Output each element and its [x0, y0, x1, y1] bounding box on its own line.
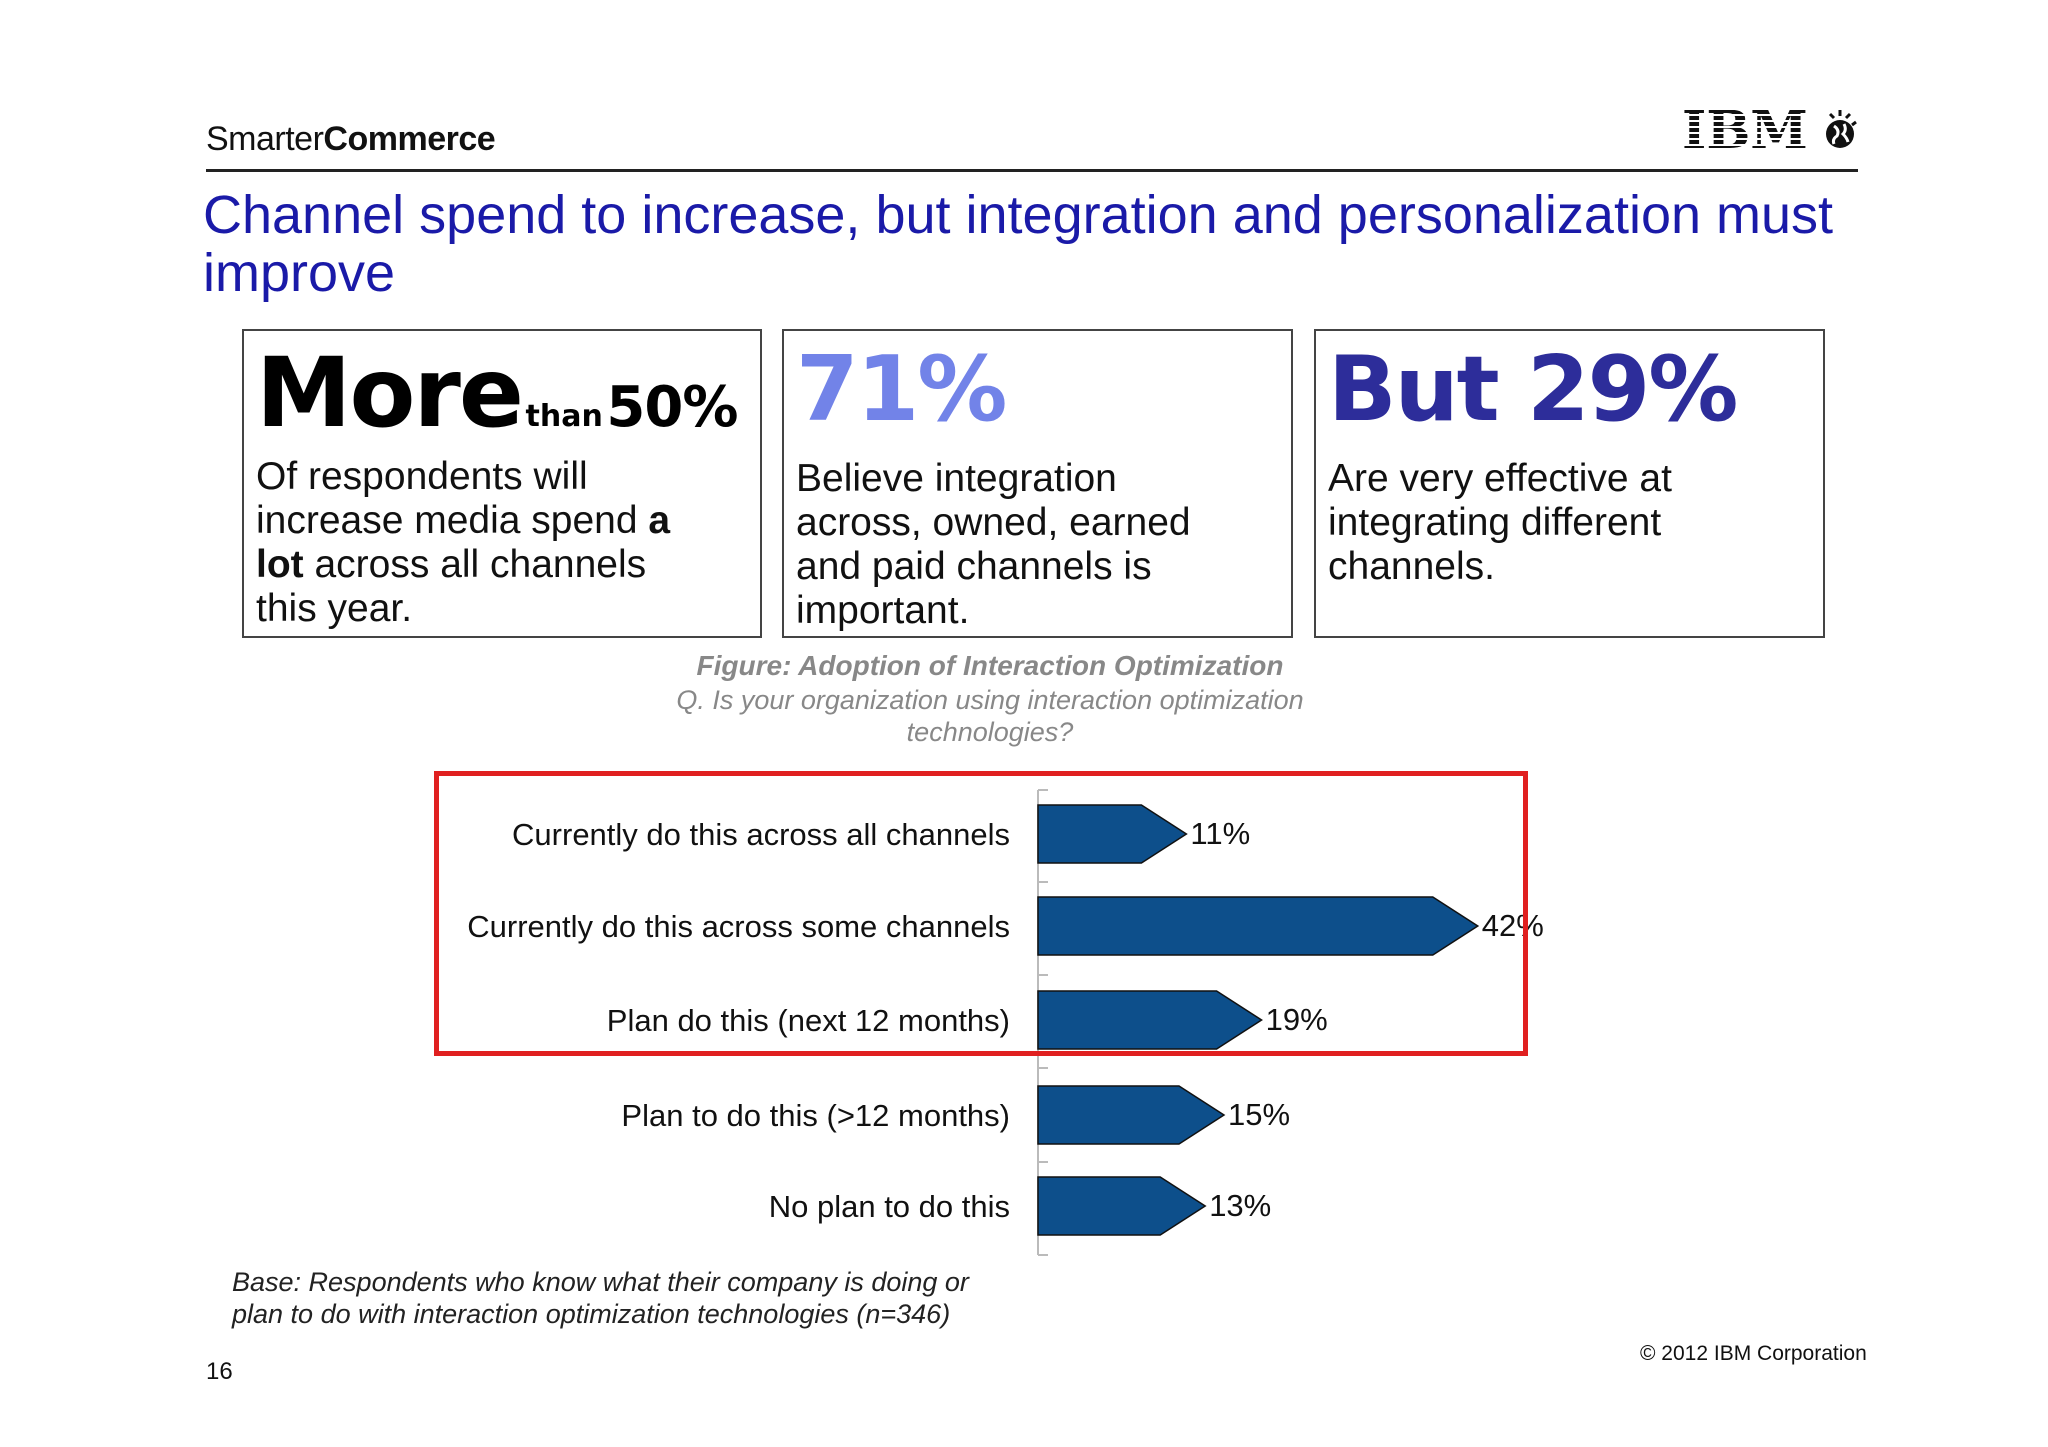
ibm-logo: IBM	[1680, 100, 1860, 161]
category-label: No plan to do this	[769, 1189, 1010, 1224]
stat-description: Are very effective at integrating differ…	[1328, 457, 1672, 589]
bar	[1037, 896, 1480, 956]
value-label: 15%	[1228, 1097, 1290, 1132]
brand-bold-text: Commerce	[323, 120, 496, 158]
stat-headline: 71%	[796, 337, 1007, 442]
bar	[1037, 804, 1188, 864]
brand-light-text: Smarter	[206, 120, 324, 158]
stat-headline-value: 50%	[606, 375, 738, 440]
stat-line-bold: a	[648, 499, 671, 542]
stat-headline: But 29%	[1328, 337, 1738, 442]
category-label: Plan to do this (>12 months)	[621, 1098, 1010, 1133]
stat-line: and paid channels is	[796, 545, 1152, 588]
value-label: 42%	[1482, 908, 1544, 943]
chart-subtitle: Q. Is your organization using interactio…	[560, 684, 1420, 748]
header-divider	[206, 169, 1858, 172]
chart-title: Figure: Adoption of Interaction Optimiza…	[696, 650, 1284, 681]
globe-icon	[1826, 110, 1857, 148]
ibm-logo-text: IBM	[1682, 104, 1808, 154]
category-label: Currently do this across some channels	[467, 909, 1010, 944]
value-label: 13%	[1209, 1188, 1271, 1223]
base-note-line: Base: Respondents who know what their co…	[232, 1267, 969, 1297]
stat-line: Are very effective at	[1328, 457, 1672, 500]
base-note: Base: Respondents who know what their co…	[232, 1266, 969, 1330]
stat-box-more-than-50: More than 50% Of respondents will increa…	[242, 329, 762, 638]
stat-headline-than: than	[525, 399, 603, 434]
chart-subtitle-line: Q. Is your organization using interactio…	[676, 685, 1304, 715]
bar	[1037, 1176, 1207, 1236]
base-note-line: plan to do with interaction optimization…	[232, 1299, 951, 1329]
stat-line: Believe integration	[796, 457, 1117, 500]
bar	[1037, 990, 1263, 1050]
stat-line: Of respondents will	[256, 455, 588, 498]
stat-description: Believe integration across, owned, earne…	[796, 457, 1191, 633]
value-label: 19%	[1266, 1002, 1328, 1037]
value-label: 11%	[1190, 816, 1250, 851]
stat-line: across, owned, earned	[796, 501, 1191, 544]
category-label: Plan do this (next 12 months)	[607, 1003, 1010, 1038]
stat-line-bold: lot	[256, 543, 304, 586]
stat-box-but-29: But 29% Are very effective at integratin…	[1314, 329, 1825, 638]
smarter-commerce-brand: SmarterCommerce	[206, 120, 496, 159]
chart-subtitle-line: technologies?	[906, 717, 1074, 747]
bar	[1037, 1085, 1226, 1145]
stat-headline: More than 50%	[256, 337, 738, 449]
stat-line: across all channels	[303, 543, 647, 586]
stat-line: important.	[796, 589, 970, 632]
category-label: Currently do this across all channels	[512, 817, 1010, 852]
stat-box-71: 71% Believe integration across, owned, e…	[782, 329, 1293, 638]
ibm-logo-icon: IBM	[1682, 100, 1857, 161]
stat-headline-more: More	[256, 337, 524, 449]
stat-line: channels.	[1328, 545, 1495, 588]
stat-line: this year.	[256, 587, 413, 630]
stat-line: increase media spend	[256, 499, 649, 542]
page-number: 16	[206, 1358, 233, 1385]
highlight-box	[434, 771, 1528, 1056]
stat-line: integrating different	[1328, 501, 1662, 544]
stat-description: Of respondents will increase media spend…	[256, 455, 670, 631]
slide-title: Channel spend to increase, but integrati…	[203, 185, 1834, 303]
copyright: © 2012 IBM Corporation	[1640, 1342, 1867, 1365]
